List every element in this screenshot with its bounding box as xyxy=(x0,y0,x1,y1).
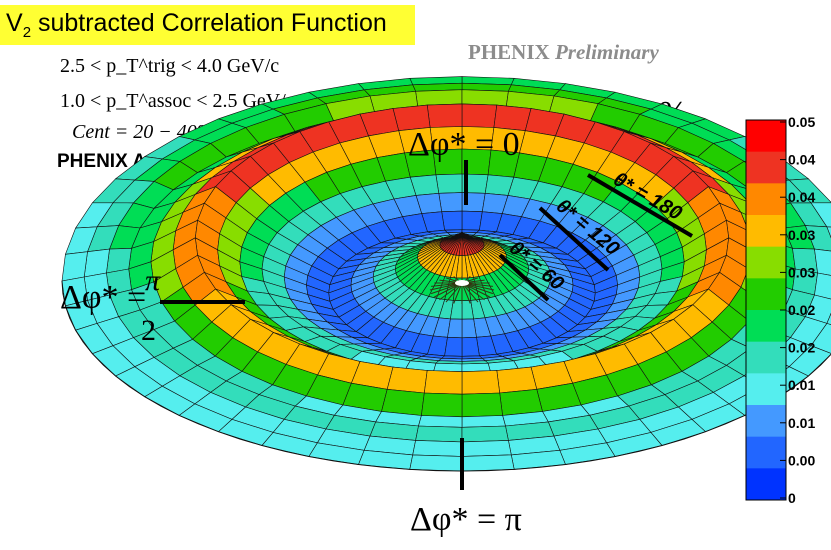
surface-cell xyxy=(810,202,831,228)
colorbar-tick-label: 0.01 xyxy=(788,415,815,431)
peak-line xyxy=(434,282,463,298)
surface-cell xyxy=(461,103,498,128)
preliminary-watermark: PHENIX Preliminary xyxy=(468,40,659,64)
peak-top xyxy=(455,280,469,286)
dphi-0-label: Δφ* = 0 xyxy=(408,126,520,163)
colorbar-band xyxy=(746,151,786,184)
annotation-lines xyxy=(160,160,694,490)
colorbar-tick-label: 0.02 xyxy=(788,302,815,318)
colorbar-tick-label: 0.00 xyxy=(788,452,815,468)
surface-cell xyxy=(461,415,506,428)
surface-cell xyxy=(461,392,503,418)
surface-cell xyxy=(426,103,463,128)
surface-cell xyxy=(412,440,463,457)
surface-cell xyxy=(461,336,480,357)
surface-cell xyxy=(826,312,831,326)
chart-title: V2 subtracted Correlation Function xyxy=(6,9,387,41)
surface-cell xyxy=(814,248,831,276)
surface-cell xyxy=(447,318,463,339)
colorbar-tick-label: 0.03 xyxy=(788,264,815,280)
colorbar-band xyxy=(746,436,786,469)
surface-cell xyxy=(810,323,831,354)
surface-cell xyxy=(441,210,463,231)
peak-line xyxy=(461,282,485,301)
colorbar-band xyxy=(746,246,786,279)
surface-cell xyxy=(421,392,463,418)
colorbar-tick-label: 0.03 xyxy=(788,227,815,243)
theta-120-marker xyxy=(538,206,610,272)
trigger-cut: 2.5 < p_T^trig < 4.0 GeV/c xyxy=(60,55,280,77)
surface-cell xyxy=(461,425,509,443)
surface-cell xyxy=(461,370,501,395)
peak-line xyxy=(439,282,463,301)
surface-cell xyxy=(386,366,428,394)
colorbar-band xyxy=(746,215,786,248)
colorbar-tick-label: 0.04 xyxy=(788,152,815,168)
colorbar-band xyxy=(746,120,786,153)
colorbar-band xyxy=(746,310,786,343)
colorbar-tick-label: 0.01 xyxy=(788,377,815,393)
correlation-surface xyxy=(61,76,831,472)
colorbar-band xyxy=(746,373,786,406)
surface-cell xyxy=(61,251,88,282)
colorbar-tick-label: 0.05 xyxy=(788,114,815,130)
peak-line xyxy=(445,282,463,303)
colorbar-tick-label: 0.04 xyxy=(788,189,815,205)
surface-cell xyxy=(461,454,515,472)
surface-cell xyxy=(435,173,463,194)
surface-cell xyxy=(423,370,463,395)
peak-line xyxy=(461,282,471,304)
dphi-pi2-numerator: π xyxy=(145,264,161,297)
colorbar-band xyxy=(746,341,786,374)
theta-180-marker xyxy=(586,173,694,238)
peak-line xyxy=(461,282,490,298)
surface-cell xyxy=(826,226,831,239)
surface-cell xyxy=(409,454,463,472)
dphi-pi2-label: Δφ* = xyxy=(60,279,146,316)
colorbar-band xyxy=(746,278,786,311)
surface-cell xyxy=(814,272,831,300)
surface-cell xyxy=(496,366,538,394)
colorbar-band xyxy=(746,468,786,501)
colorbar-band xyxy=(746,183,786,216)
surface-cell xyxy=(381,388,425,416)
surface-cell xyxy=(415,425,463,443)
peak-line xyxy=(461,282,479,303)
surface-cell xyxy=(444,336,463,357)
surface-cell xyxy=(438,192,463,213)
title-box xyxy=(0,5,415,45)
surface-cell xyxy=(461,440,512,457)
dphi-pi2-denominator: 2 xyxy=(141,314,156,347)
dphi-pi-label: Δφ* = π xyxy=(410,501,522,538)
surface-cell xyxy=(804,225,831,252)
surface-cell xyxy=(461,210,483,231)
colorbar-tick-label: 0.02 xyxy=(788,340,815,356)
peak-line xyxy=(453,282,463,304)
theta-60-marker xyxy=(498,253,550,302)
assoc-cut: 1.0 < p_T^assoc < 2.5 GeV/c xyxy=(60,90,295,112)
surface-cell xyxy=(461,318,477,339)
colorbar-band xyxy=(746,405,786,438)
colorbar: 0.05 0.04 0.04 0.03 0.03 0.02 0.02 0.01 0.01 0.00… xyxy=(745,114,815,506)
surface-cell xyxy=(499,388,543,416)
surface-cell xyxy=(418,415,463,428)
colorbar-tick-label: 0 xyxy=(788,490,796,506)
surface-cell xyxy=(83,248,110,278)
